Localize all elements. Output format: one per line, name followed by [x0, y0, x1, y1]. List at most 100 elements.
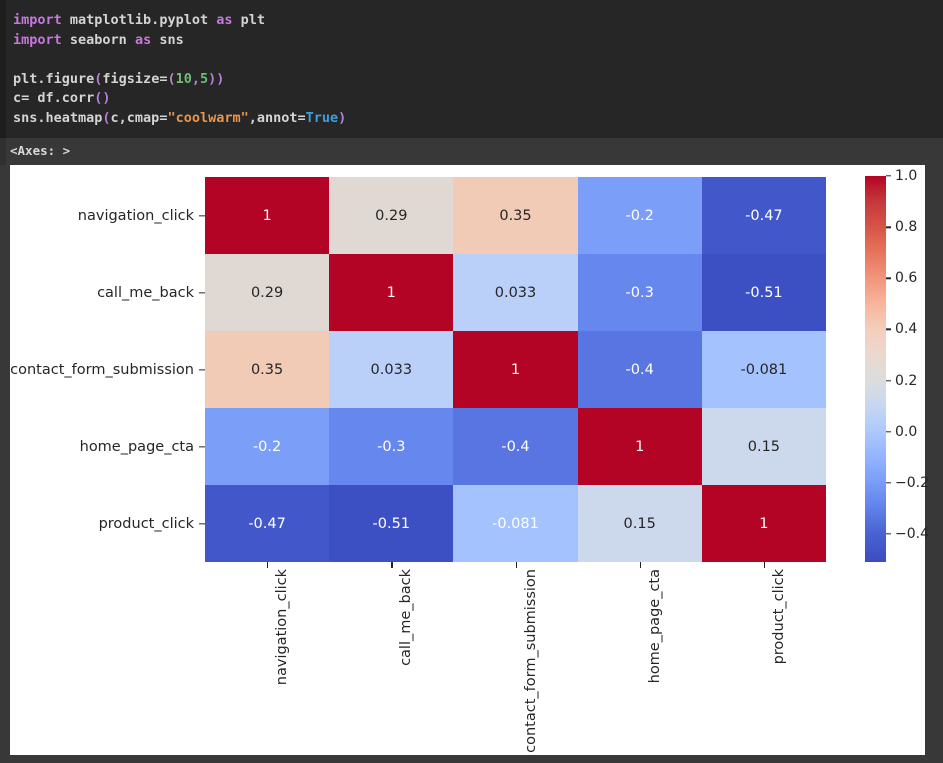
colorbar-tick-label: 0.4 — [895, 321, 918, 338]
y-tick-label: navigation_click — [77, 207, 194, 224]
heatmap-cell: 1 — [453, 331, 578, 408]
x-tick-label: product_click — [770, 569, 787, 665]
colorbar-tick-label: −0.2 — [895, 474, 929, 491]
heatmap-cell-value: -0.2 — [625, 207, 654, 224]
heatmap-cell-value: -0.51 — [745, 284, 783, 301]
code-cell-gutter — [0, 0, 6, 138]
code-token: 5 — [200, 70, 209, 87]
code-lines: import matplotlib.pyplot as plt import se… — [13, 11, 943, 128]
code-token: True — [305, 109, 339, 126]
heatmap-cell: -0.081 — [701, 331, 826, 408]
heatmap-cell: 0.15 — [577, 485, 702, 562]
heatmap-cell-value: 1 — [635, 438, 645, 455]
colorbar-tick-mark — [886, 277, 891, 279]
y-tick-label: contact_form_submission — [10, 361, 194, 378]
heatmap-cell: -0.51 — [701, 254, 826, 331]
heatmap-cell-value: 0.15 — [623, 515, 656, 532]
heatmap-cell-value: -0.081 — [492, 515, 539, 532]
heatmap-cell: 1 — [701, 485, 826, 562]
y-tick-mark — [199, 291, 205, 294]
x-tick-mark — [763, 562, 766, 568]
code-line: import seaborn as sns — [13, 31, 943, 51]
colorbar-tick-mark — [886, 226, 891, 228]
heatmap-cell-value: 0.29 — [375, 207, 408, 224]
heatmap-cell: 0.35 — [205, 331, 330, 408]
code-line: plt.figure(figsize=(10,5)) — [13, 70, 943, 90]
heatmap-cell-value: -0.3 — [625, 284, 654, 301]
x-tick-mark — [639, 562, 641, 568]
heatmap-cell: -0.3 — [329, 408, 454, 485]
y-tick-label: product_click — [98, 515, 194, 532]
output-area: <Axes: > — [0, 138, 943, 165]
heatmap-cell-value: -0.47 — [248, 515, 286, 532]
code-token: as — [216, 12, 233, 28]
heatmap-grid: 1 0.29 0.35 -0.2 -0.47 0.29 1 0.033 -0.3 -0.51 0.3… — [205, 177, 826, 562]
heatmap-cell-value: 1 — [386, 284, 396, 301]
heatmap-cell-value: -0.3 — [377, 438, 406, 455]
code-token: ) — [338, 109, 347, 126]
matplotlib-figure: 1 0.29 0.35 -0.2 -0.47 0.29 1 0.033 -0.3 -0.51 0.3… — [10, 165, 929, 755]
colorbar-tick-label: 0.6 — [895, 270, 918, 287]
heatmap-cell: -0.51 — [329, 485, 454, 562]
code-token: c,cmap= — [110, 109, 168, 126]
heatmap-cell-value: 1 — [510, 361, 521, 378]
colorbar-tick-mark — [886, 328, 891, 331]
heatmap-cell: 0.35 — [453, 177, 578, 254]
heatmap-cell-value: -0.2 — [252, 438, 282, 455]
code-token: , — [191, 70, 200, 87]
colorbar-tick-label: 0.0 — [895, 423, 918, 440]
code-token: ,annot= — [248, 109, 306, 126]
code-token: figsize= — [102, 70, 168, 87]
heatmap-cell: -0.4 — [577, 331, 702, 408]
code-token: ( — [167, 70, 176, 87]
heatmap-cell-value: -0.4 — [625, 361, 654, 378]
heatmap-cell: 1 — [577, 408, 702, 485]
code-line: c= df.corr() — [13, 89, 943, 109]
heatmap-cell-value: 0.033 — [494, 284, 537, 301]
x-tick-mark — [391, 562, 393, 568]
y-tick-mark — [199, 368, 205, 371]
y-tick-mark — [199, 522, 205, 525]
code-token: import — [13, 31, 62, 48]
y-tick-mark — [199, 214, 205, 217]
output-gutter — [0, 138, 6, 165]
code-token: plt — [232, 12, 265, 28]
heatmap-cell: -0.4 — [453, 408, 578, 485]
colorbar-tick-label: 0.8 — [895, 219, 918, 236]
colorbar-tick-mark — [886, 430, 891, 433]
colorbar-tick-mark — [886, 533, 891, 535]
x-tick-mark — [515, 562, 517, 568]
heatmap-cell: -0.2 — [577, 177, 702, 254]
code-line — [13, 50, 943, 70]
code-token: matplotlib.pyplot — [61, 12, 217, 28]
heatmap-cell: 1 — [205, 177, 330, 254]
axes-repr-text: <Axes: > — [10, 143, 71, 158]
colorbar-tick-mark — [886, 482, 891, 484]
heatmap-cell: -0.081 — [453, 485, 578, 562]
heatmap-cell: -0.3 — [577, 254, 702, 331]
heatmap-cell-value: 0.15 — [747, 438, 781, 455]
colorbar-gradient — [865, 176, 886, 562]
heatmap-cell: 1 — [329, 254, 454, 331]
heatmap-cell-value: 0.033 — [370, 361, 413, 378]
code-token: sns — [151, 31, 184, 48]
x-tick-label: navigation_click — [274, 569, 291, 686]
heatmap-cell: -0.47 — [205, 485, 330, 562]
heatmap-cell: -0.47 — [701, 177, 826, 254]
code-token: seaborn — [61, 31, 135, 48]
code-token: () — [94, 90, 111, 106]
heatmap-cell-value: 0.35 — [250, 361, 284, 378]
code-token: ( — [102, 109, 111, 126]
heatmap-cell-value: -0.47 — [745, 207, 783, 224]
code-editor[interactable]: import matplotlib.pyplot as plt import se… — [6, 0, 943, 138]
heatmap-cell-value: 0.35 — [499, 207, 532, 224]
x-tick-mark — [267, 562, 269, 568]
code-token: as — [134, 31, 152, 48]
code-token: import — [13, 12, 62, 28]
code-token: "coolwarm" — [167, 109, 249, 126]
x-tick-label: home_page_cta — [646, 569, 663, 684]
heatmap-cell: -0.2 — [205, 408, 330, 485]
y-tick-label: call_me_back — [97, 284, 194, 301]
colorbar-tick-label: 0.2 — [895, 372, 918, 389]
